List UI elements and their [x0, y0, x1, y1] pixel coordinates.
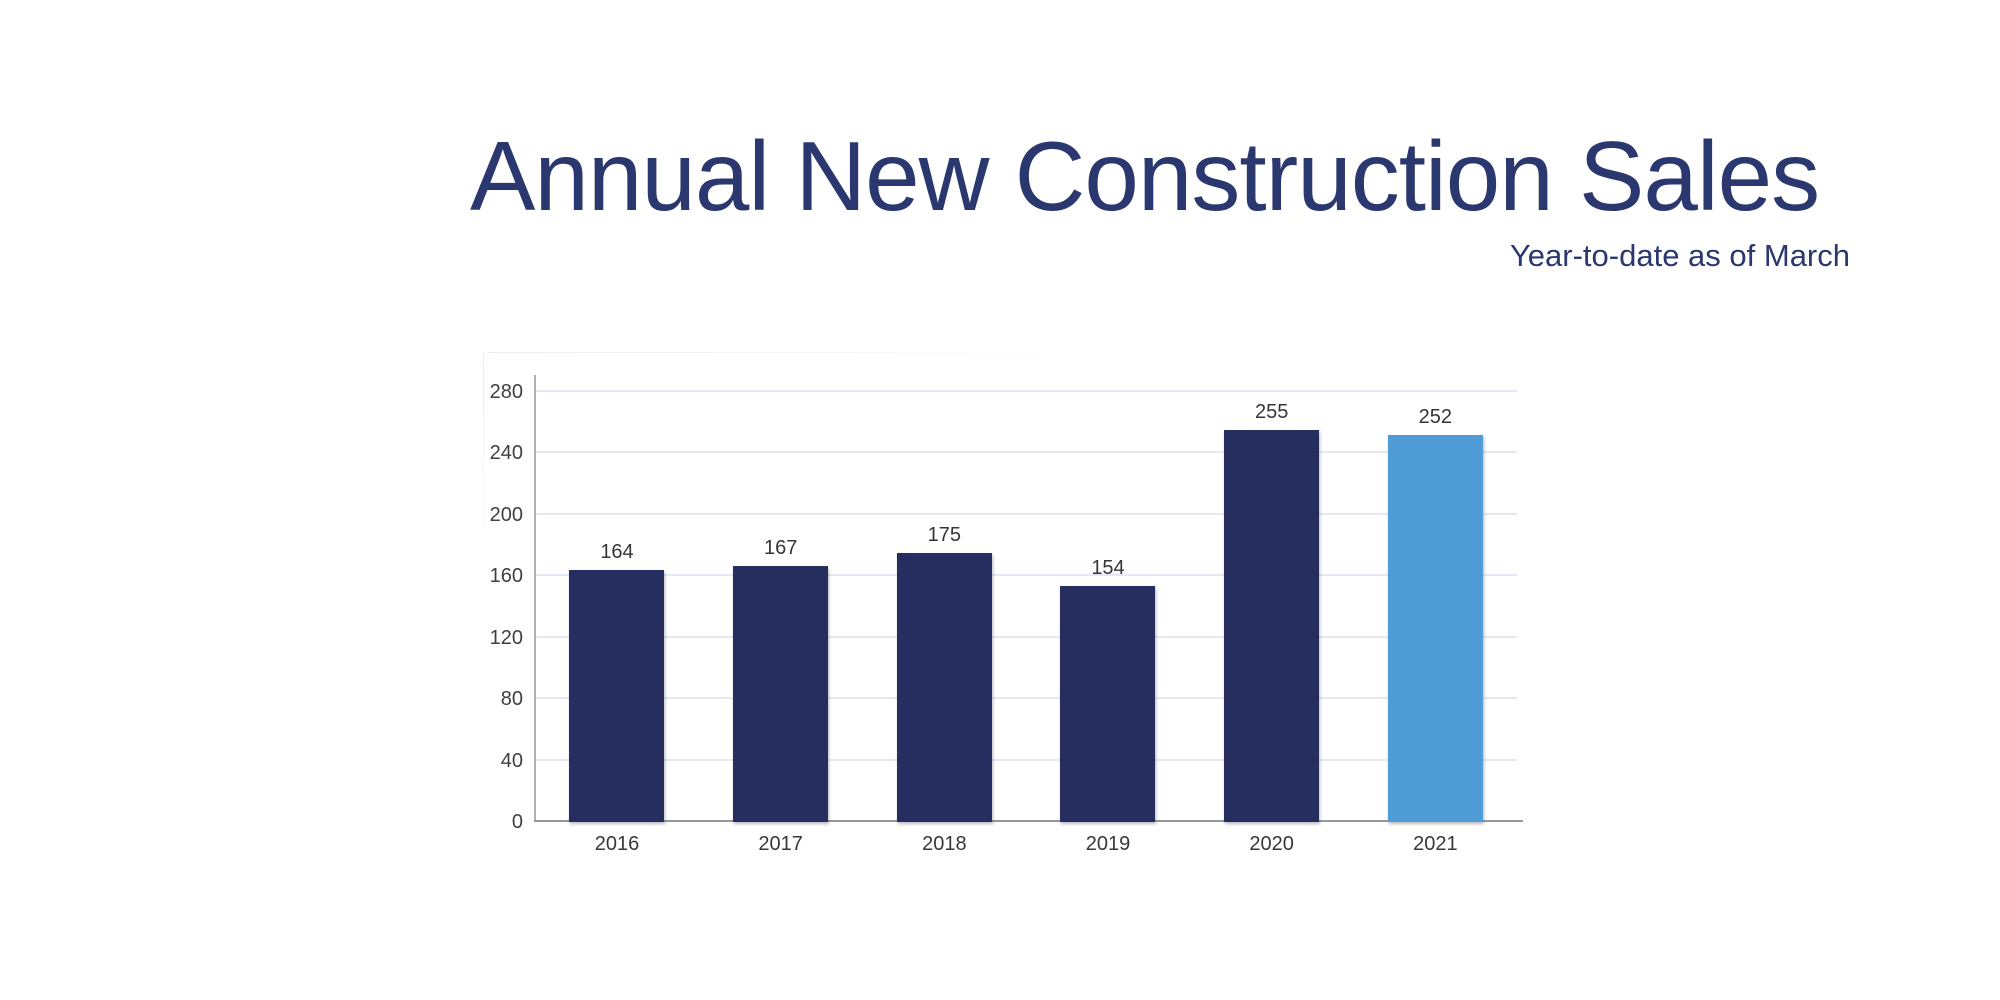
y-tick-label-200: 200: [489, 503, 523, 526]
y-axis-line: [534, 375, 536, 822]
x-axis-label-2016: 2016: [594, 833, 640, 855]
gridline-40: [535, 758, 1517, 761]
bar-2017: [733, 565, 828, 822]
x-axis-label-2021: 2021: [1413, 833, 1458, 855]
chart-subtitle: Year-to-date as of March: [1509, 238, 1850, 273]
bar-2020: [1224, 430, 1319, 822]
gridline-200: [535, 512, 1517, 515]
x-axis-label-2020: 2020: [1249, 833, 1294, 855]
y-tick-label-120: 120: [489, 626, 523, 649]
y-tick-label-0: 0: [511, 811, 523, 833]
chart-card: 0 40 80 120 160 200 240 280 164 2016 167 2017 175 20…: [483, 352, 1525, 885]
gridline-120: [535, 635, 1517, 638]
y-tick-label-40: 40: [500, 749, 523, 772]
y-tick-label-280: 280: [489, 381, 523, 403]
y-tick-label-80: 80: [500, 688, 523, 711]
gridline-240: [535, 451, 1517, 454]
bar-2019: [1060, 585, 1156, 822]
card-top-edge-line: [487, 352, 1127, 353]
gridline-160: [535, 574, 1517, 577]
card-left-edge-line: [483, 352, 484, 587]
gridline-80: [535, 697, 1517, 700]
bar-2018: [896, 553, 992, 822]
bar-2016: [569, 570, 665, 822]
x-axis-label-2017: 2017: [758, 833, 803, 855]
bar-2021: [1387, 435, 1483, 822]
y-tick-label-160: 160: [489, 565, 523, 588]
y-tick-label-240: 240: [489, 442, 523, 465]
plot-area: [535, 375, 1517, 822]
x-axis-baseline: [534, 820, 1523, 822]
chart-title: Annual New Construction Sales: [470, 121, 1820, 231]
x-axis-label-2019: 2019: [1085, 833, 1131, 855]
x-axis-label-2018: 2018: [922, 833, 967, 855]
gridline-280: [535, 390, 1517, 392]
